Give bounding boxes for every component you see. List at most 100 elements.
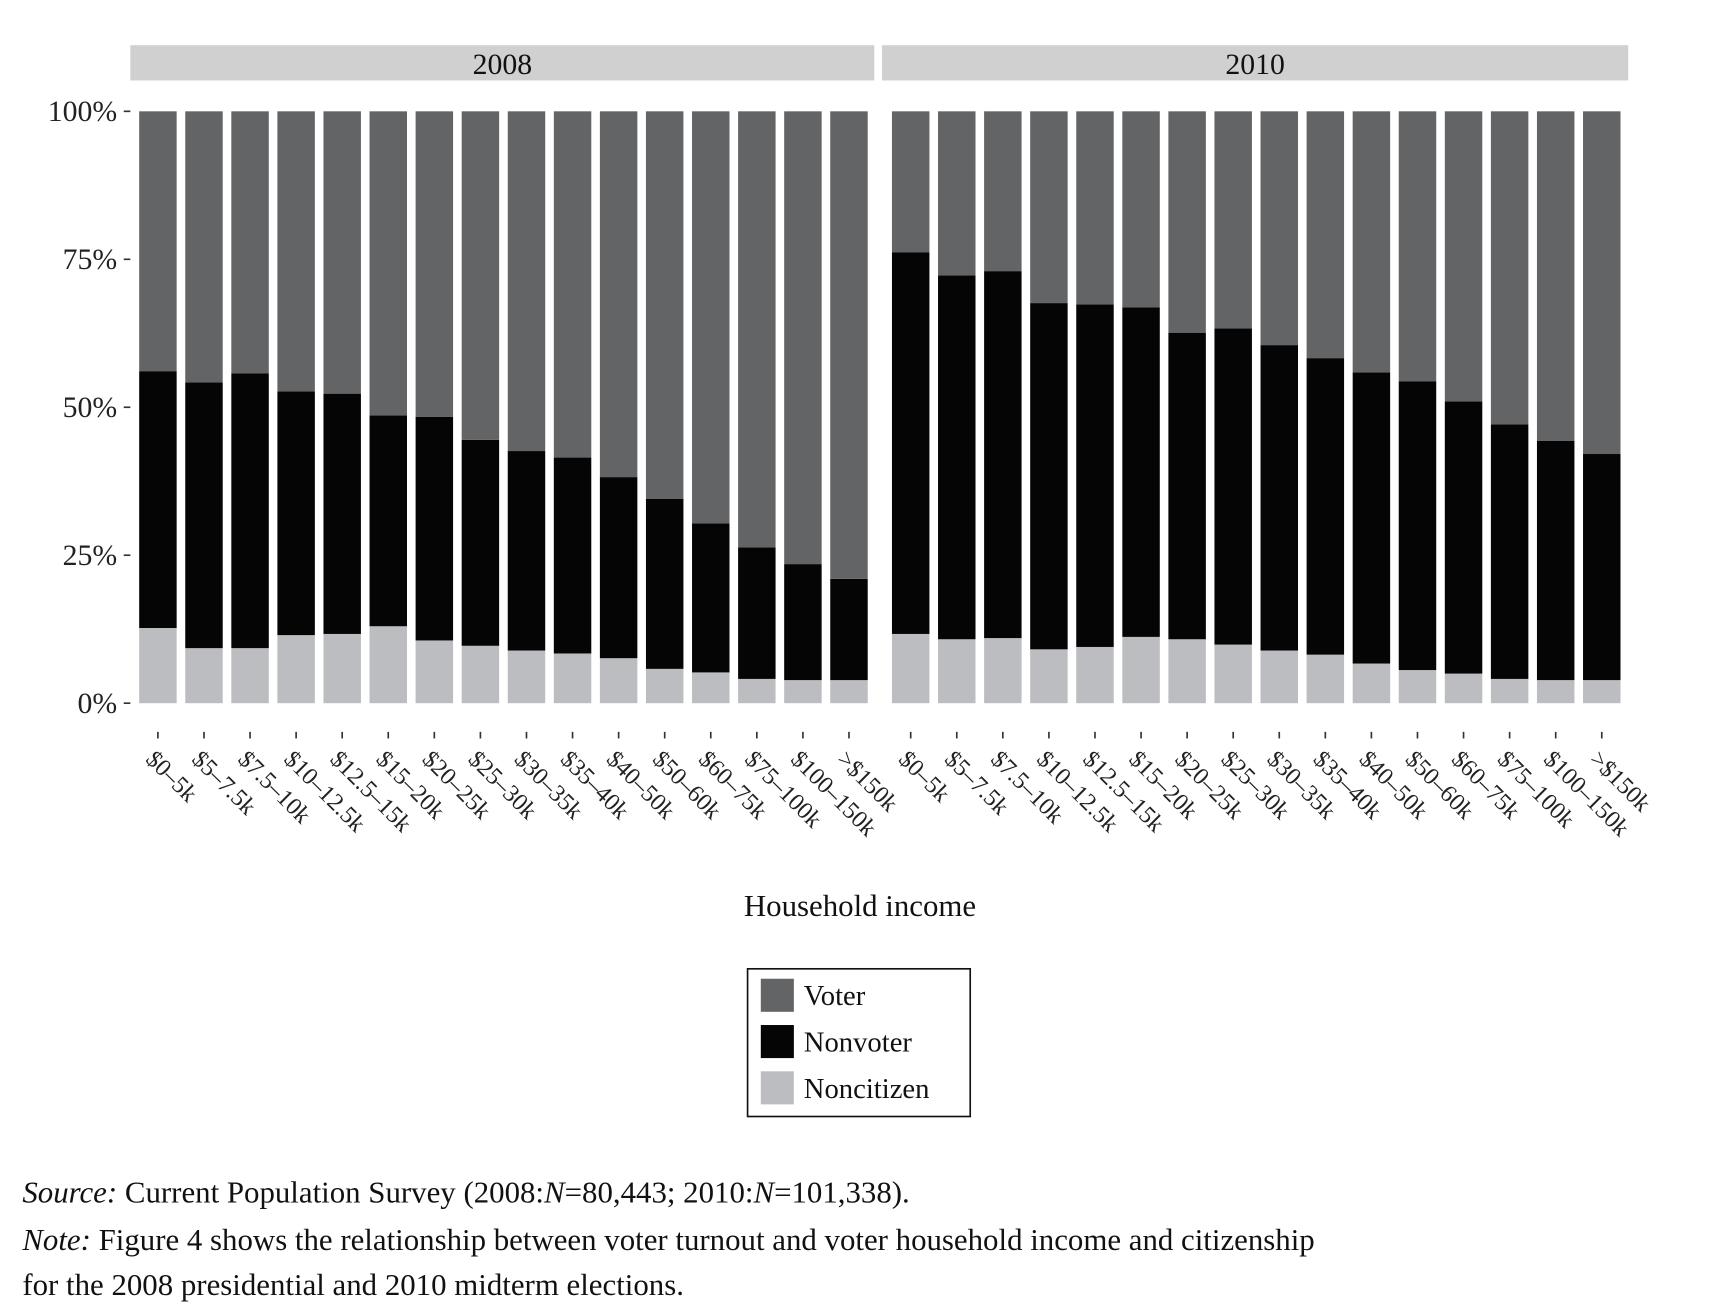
y-tick-label: 0% bbox=[77, 687, 117, 720]
bar-noncitizen-2010-2 bbox=[984, 638, 1022, 704]
bar-nonvoter-2008-13 bbox=[738, 547, 776, 679]
caption-segment: Current Population Survey (2008: bbox=[117, 1175, 544, 1209]
bar-voter-2008-14 bbox=[784, 111, 822, 565]
bar-nonvoter-2008-10 bbox=[599, 477, 638, 659]
bar-nonvoter-2010-9 bbox=[1306, 358, 1345, 655]
bar-voter-2010-0 bbox=[891, 111, 930, 253]
bar-voter-2010-3 bbox=[1030, 111, 1068, 304]
bar-voter-2008-5 bbox=[369, 111, 408, 416]
bar-voter-2008-9 bbox=[553, 111, 592, 458]
bar-noncitizen-2008-11 bbox=[645, 668, 684, 704]
y-tick-label: 100% bbox=[48, 95, 117, 128]
panel-2010: 2010$0–5k$5–7.5k$7.5–10k$10–12.5k$12.5–1… bbox=[882, 45, 1657, 842]
bar-nonvoter-2010-13 bbox=[1490, 424, 1529, 679]
bar-nonvoter-2008-15 bbox=[830, 578, 868, 681]
x-tick-label: $0–5k bbox=[893, 746, 956, 809]
bar-voter-2008-3 bbox=[277, 111, 315, 392]
bar-nonvoter-2010-4 bbox=[1076, 304, 1114, 647]
bar-voter-2010-13 bbox=[1490, 111, 1529, 425]
bar-noncitizen-2008-10 bbox=[599, 658, 638, 704]
bar-nonvoter-2008-11 bbox=[645, 498, 684, 669]
bar-voter-2010-5 bbox=[1122, 111, 1160, 308]
caption-segment: Note: bbox=[21, 1223, 91, 1257]
bar-voter-2008-10 bbox=[599, 111, 638, 478]
bar-voter-2010-9 bbox=[1306, 111, 1345, 359]
facet-strip bbox=[130, 45, 875, 81]
caption-line1: Source: Current Population Survey (2008:… bbox=[22, 1175, 909, 1209]
bar-nonvoter-2010-6 bbox=[1168, 332, 1206, 640]
bar-noncitizen-2010-4 bbox=[1076, 646, 1114, 704]
bar-nonvoter-2010-2 bbox=[984, 271, 1022, 639]
bar-voter-2010-14 bbox=[1536, 111, 1575, 441]
bar-noncitizen-2008-0 bbox=[139, 628, 177, 704]
bar-noncitizen-2008-13 bbox=[738, 678, 776, 704]
bar-noncitizen-2008-15 bbox=[830, 680, 868, 704]
bar-noncitizen-2010-7 bbox=[1214, 644, 1252, 704]
bar-nonvoter-2010-15 bbox=[1583, 454, 1621, 681]
bar-voter-2008-4 bbox=[323, 111, 361, 394]
x-tick-label: $0–5k bbox=[140, 746, 203, 809]
bar-noncitizen-2010-5 bbox=[1122, 636, 1160, 704]
caption-segment: =101,338). bbox=[774, 1175, 910, 1209]
bar-voter-2008-7 bbox=[461, 111, 500, 440]
y-tick-label: 75% bbox=[63, 243, 118, 276]
facet-title: 2008 bbox=[473, 48, 533, 81]
legend-label-noncitizen: Noncitizen bbox=[804, 1073, 930, 1105]
caption-segment: for the 2008 presidential and 2010 midte… bbox=[22, 1268, 684, 1302]
bar-voter-2008-13 bbox=[738, 111, 776, 548]
bar-noncitizen-2008-6 bbox=[415, 640, 454, 704]
bar-nonvoter-2008-6 bbox=[415, 416, 454, 641]
caption: Source: Current Population Survey (2008:… bbox=[21, 1175, 1314, 1302]
x-axis-title: Household income bbox=[744, 889, 976, 923]
bar-voter-2010-6 bbox=[1168, 111, 1206, 333]
bar-voter-2010-12 bbox=[1444, 111, 1483, 402]
bar-noncitizen-2010-15 bbox=[1583, 680, 1621, 704]
bar-voter-2010-11 bbox=[1398, 111, 1437, 382]
bar-voter-2010-2 bbox=[984, 111, 1022, 272]
bar-nonvoter-2010-7 bbox=[1214, 328, 1252, 645]
bar-noncitizen-2010-11 bbox=[1398, 670, 1437, 704]
bar-noncitizen-2010-8 bbox=[1260, 650, 1299, 704]
caption-segment: N bbox=[543, 1175, 567, 1209]
panel-2008: 2008$0–5k$5–7.5k$7.5–10k$10–12.5k$12.5–1… bbox=[130, 45, 904, 842]
bar-nonvoter-2010-14 bbox=[1536, 440, 1575, 681]
bar-nonvoter-2010-10 bbox=[1352, 372, 1391, 664]
bar-nonvoter-2008-7 bbox=[461, 439, 500, 646]
legend-label-nonvoter: Nonvoter bbox=[804, 1026, 913, 1058]
bar-noncitizen-2008-7 bbox=[461, 645, 500, 704]
bar-nonvoter-2010-0 bbox=[891, 252, 930, 634]
bar-noncitizen-2008-9 bbox=[553, 653, 592, 704]
bar-noncitizen-2010-9 bbox=[1306, 654, 1345, 704]
y-tick-label: 25% bbox=[63, 539, 118, 572]
caption-segment: Source: bbox=[22, 1175, 117, 1209]
bar-voter-2008-1 bbox=[185, 111, 223, 383]
legend-swatch-noncitizen bbox=[760, 1071, 794, 1105]
bar-noncitizen-2010-13 bbox=[1490, 678, 1529, 704]
caption-line2: Note: Figure 4 shows the relationship be… bbox=[21, 1223, 1314, 1257]
bar-noncitizen-2008-14 bbox=[784, 680, 822, 704]
bar-noncitizen-2008-3 bbox=[277, 635, 315, 704]
bar-voter-2010-8 bbox=[1260, 111, 1299, 346]
bar-voter-2008-8 bbox=[507, 111, 546, 452]
bar-nonvoter-2008-14 bbox=[784, 564, 822, 681]
bar-nonvoter-2010-8 bbox=[1260, 345, 1299, 651]
bar-nonvoter-2008-9 bbox=[553, 457, 592, 654]
bar-nonvoter-2010-11 bbox=[1398, 381, 1437, 671]
bar-nonvoter-2008-4 bbox=[323, 393, 361, 634]
legend-swatch-voter bbox=[760, 978, 794, 1012]
bar-nonvoter-2010-5 bbox=[1122, 307, 1160, 637]
bar-voter-2010-4 bbox=[1076, 111, 1114, 305]
bar-noncitizen-2008-12 bbox=[692, 672, 730, 704]
bar-nonvoter-2010-12 bbox=[1444, 401, 1483, 674]
legend-label-voter: Voter bbox=[804, 980, 866, 1012]
bar-voter-2008-11 bbox=[645, 111, 684, 499]
bar-voter-2008-2 bbox=[231, 111, 269, 374]
bar-nonvoter-2010-1 bbox=[938, 275, 976, 640]
caption-segment: =80,443; 2010: bbox=[565, 1175, 754, 1209]
bar-nonvoter-2008-2 bbox=[231, 373, 269, 649]
bar-nonvoter-2008-8 bbox=[507, 451, 546, 651]
legend: Voter Nonvoter Noncitizen bbox=[746, 967, 972, 1118]
bar-nonvoter-2008-1 bbox=[185, 382, 223, 649]
